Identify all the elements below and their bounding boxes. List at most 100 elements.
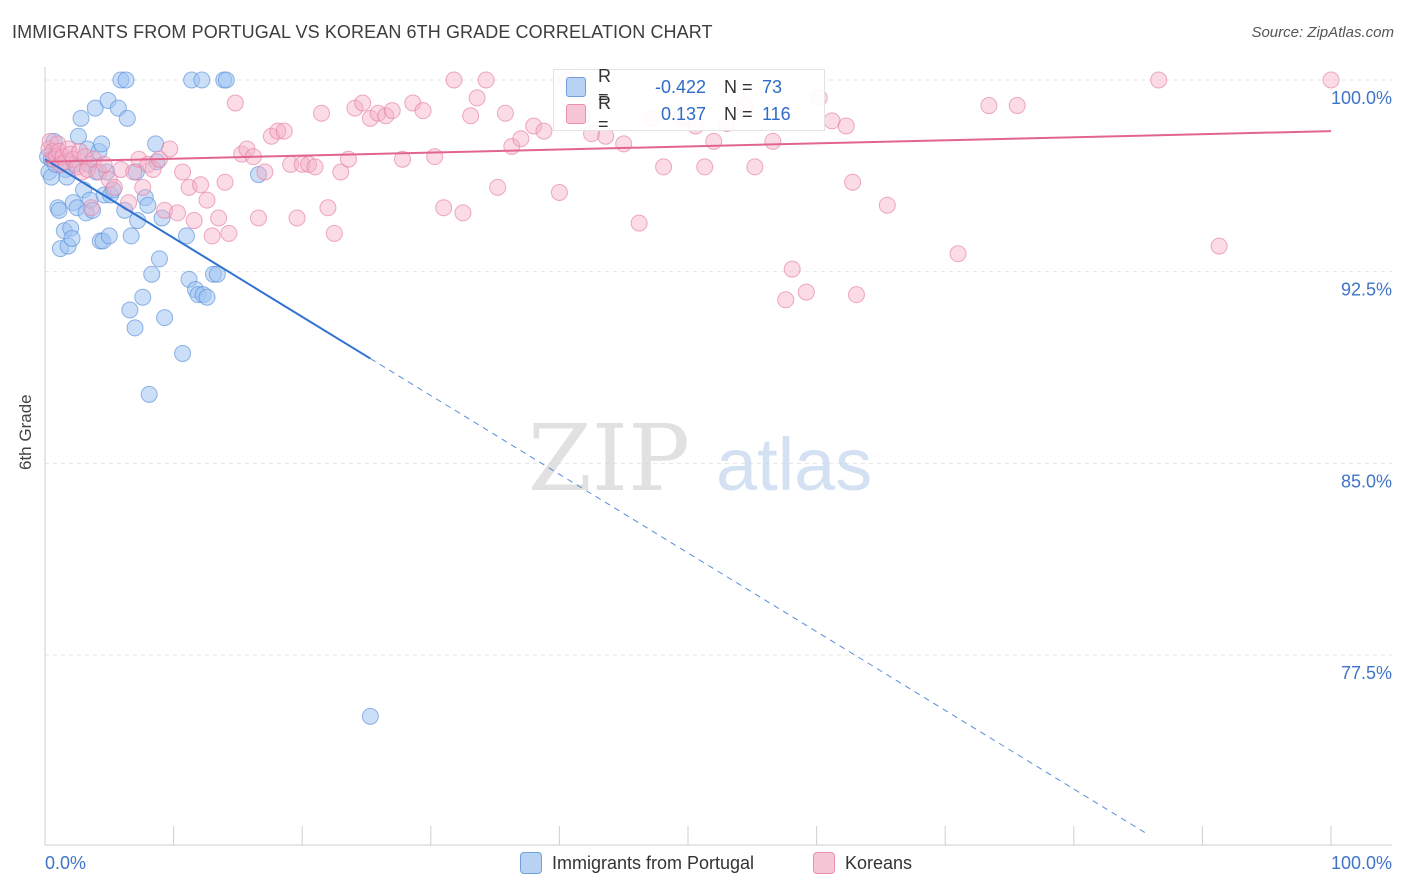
legend-label-koreans: Koreans <box>845 852 913 873</box>
y-tick-labels: 77.5% 85.0% 92.5% 100.0% <box>1331 88 1392 683</box>
point-koreans <box>161 140 179 158</box>
point-koreans <box>837 117 855 135</box>
trend-line-portugal <box>44 158 371 360</box>
point-koreans <box>112 160 130 178</box>
r-label: R = <box>598 93 611 134</box>
legend-row-koreans: R = 0.137 N = 116 <box>566 93 791 134</box>
series-legend: Immigrants from Portugal Koreans <box>0 852 1406 878</box>
point-portugal <box>63 229 81 247</box>
point-portugal <box>139 196 157 214</box>
point-koreans <box>312 104 330 122</box>
point-koreans <box>512 130 530 148</box>
point-koreans <box>445 71 463 89</box>
point-portugal <box>361 707 379 725</box>
legend-item-portugal[interactable]: Immigrants from Portugal <box>520 852 754 874</box>
point-koreans <box>783 260 801 278</box>
trend-line-koreans <box>44 130 1332 163</box>
point-koreans <box>269 122 287 140</box>
point-koreans <box>168 204 186 222</box>
y-tick-label: 100.0% <box>1331 88 1392 108</box>
point-koreans <box>105 178 123 196</box>
watermark-atlas: atlas <box>716 423 872 506</box>
point-koreans <box>85 150 103 168</box>
point-koreans <box>134 178 152 196</box>
point-portugal <box>118 109 136 127</box>
point-koreans <box>764 132 782 150</box>
point-koreans <box>468 89 486 107</box>
point-koreans <box>847 286 865 304</box>
point-koreans <box>435 199 453 217</box>
point-portugal <box>86 99 104 117</box>
point-portugal <box>100 227 118 245</box>
point-koreans <box>496 104 514 122</box>
point-koreans <box>249 209 267 227</box>
point-koreans <box>696 158 714 176</box>
correlation-legend: R = -0.422 N = 73 R = 0.137 N = 116 <box>553 66 825 134</box>
x-tick-label: 0.0% <box>45 853 86 873</box>
n-label: N = <box>724 103 753 124</box>
legend-row-portugal: R = -0.422 N = 73 <box>566 66 783 107</box>
point-koreans <box>144 160 162 178</box>
point-portugal <box>217 71 235 89</box>
point-koreans <box>615 135 633 153</box>
r-label: R = <box>598 66 611 107</box>
point-koreans <box>489 178 507 196</box>
n-value-portugal: 73 <box>762 76 783 97</box>
point-portugal <box>117 71 135 89</box>
point-portugal <box>126 319 144 337</box>
point-portugal <box>121 301 139 319</box>
data-points <box>39 71 1340 725</box>
point-koreans <box>332 163 350 181</box>
point-koreans <box>174 163 192 181</box>
legend-swatch-koreans <box>813 852 835 874</box>
y-tick-label: 85.0% <box>1341 471 1392 491</box>
point-koreans <box>878 196 896 214</box>
point-koreans <box>288 209 306 227</box>
legend-label-portugal: Immigrants from Portugal <box>552 852 755 873</box>
point-koreans <box>210 209 228 227</box>
point-koreans <box>426 148 444 166</box>
point-koreans <box>1150 71 1168 89</box>
legend-swatch-koreans <box>566 104 586 124</box>
n-value-koreans: 116 <box>762 103 791 124</box>
point-portugal <box>93 135 111 153</box>
point-koreans <box>185 212 203 230</box>
legend-item-koreans[interactable]: Koreans <box>813 852 912 874</box>
point-koreans <box>1008 97 1026 115</box>
point-portugal <box>143 265 161 283</box>
point-koreans <box>198 191 216 209</box>
point-koreans <box>156 201 174 219</box>
r-value-portugal: -0.422 <box>654 76 706 97</box>
point-portugal <box>69 127 87 145</box>
point-portugal <box>177 227 195 245</box>
point-koreans <box>844 173 862 191</box>
point-koreans <box>823 112 841 130</box>
point-koreans <box>797 283 815 301</box>
point-koreans <box>550 183 568 201</box>
point-koreans <box>477 71 495 89</box>
point-koreans <box>203 227 221 245</box>
point-koreans <box>949 245 967 263</box>
point-koreans <box>256 163 274 181</box>
point-portugal <box>140 385 158 403</box>
watermark-zip: ZIP <box>528 405 690 512</box>
x-tick-label: 100.0% <box>1331 853 1392 873</box>
trend-lines <box>44 130 1332 835</box>
point-koreans <box>525 117 543 135</box>
point-koreans <box>462 107 480 125</box>
point-koreans <box>192 176 210 194</box>
point-koreans <box>71 143 89 161</box>
legend-swatch-portugal <box>566 77 586 97</box>
axes <box>44 67 1392 846</box>
n-label: N = <box>724 76 753 97</box>
point-koreans <box>394 150 412 168</box>
y-tick-label: 92.5% <box>1341 280 1392 300</box>
point-koreans <box>120 194 138 212</box>
point-koreans <box>777 291 795 309</box>
point-koreans <box>535 122 553 140</box>
point-koreans <box>1322 71 1340 89</box>
point-koreans <box>82 199 100 217</box>
point-koreans <box>95 155 113 173</box>
point-koreans <box>1210 237 1228 255</box>
